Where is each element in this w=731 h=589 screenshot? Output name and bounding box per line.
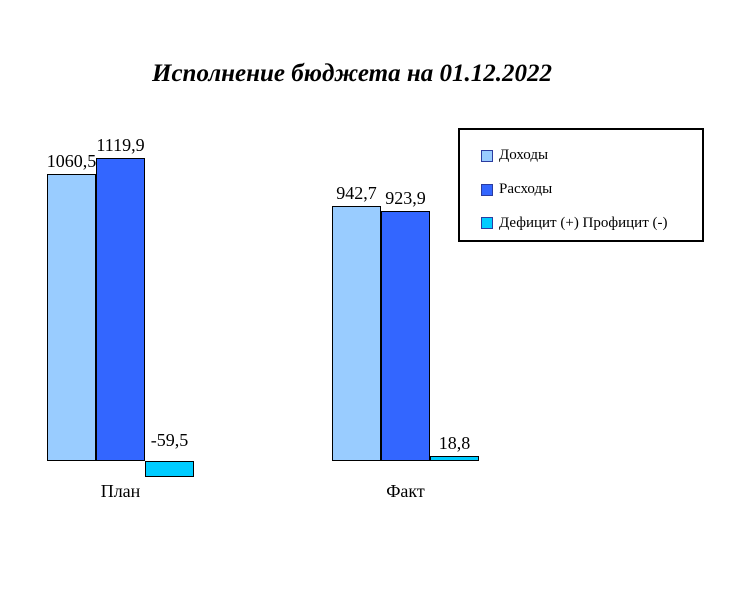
bar-defitsit-profitsit-fakt (430, 456, 479, 461)
legend-swatch-raskhody-icon (481, 183, 493, 196)
chart-title: Исполнение бюджета на 01.12.2022 (152, 60, 552, 87)
bar-raskhody-fakt (381, 211, 430, 461)
value-label-defitsit-profitsit-fakt: 18,8 (438, 433, 471, 453)
legend-swatch-defitsit-profitsit-icon (481, 217, 493, 230)
legend: Доходы Расходы Дефицит (+) Профицит (-) (458, 128, 704, 242)
value-label-dokhody-fakt: 942,7 (336, 183, 377, 203)
legend-label-raskhody: Расходы (499, 181, 553, 197)
legend-item-defitsit-profitsit: Дефицит (+) Профицит (-) (481, 206, 702, 240)
value-label-raskhody-plan: 1119,9 (96, 135, 145, 155)
value-label-raskhody-fakt: 923,9 (385, 188, 426, 208)
bar-raskhody-plan (96, 158, 145, 461)
category-label-fakt: Факт (386, 481, 425, 501)
value-label-dokhody-plan: 1060,5 (46, 151, 97, 171)
legend-label-defitsit-profitsit: Дефицит (+) Профицит (-) (499, 214, 668, 231)
bar-defitsit-profitsit-plan (145, 461, 194, 477)
value-label-defitsit-profitsit-plan: -59,5 (150, 430, 189, 450)
legend-swatch-dokhody-icon (481, 149, 493, 162)
legend-item-raskhody: Расходы (481, 173, 702, 207)
bar-dokhody-fakt (332, 206, 381, 461)
legend-item-dokhody: Доходы (481, 139, 702, 173)
legend-label-dokhody: Доходы (499, 147, 549, 164)
category-label-plan: План (100, 481, 141, 501)
bar-dokhody-plan (47, 174, 96, 461)
